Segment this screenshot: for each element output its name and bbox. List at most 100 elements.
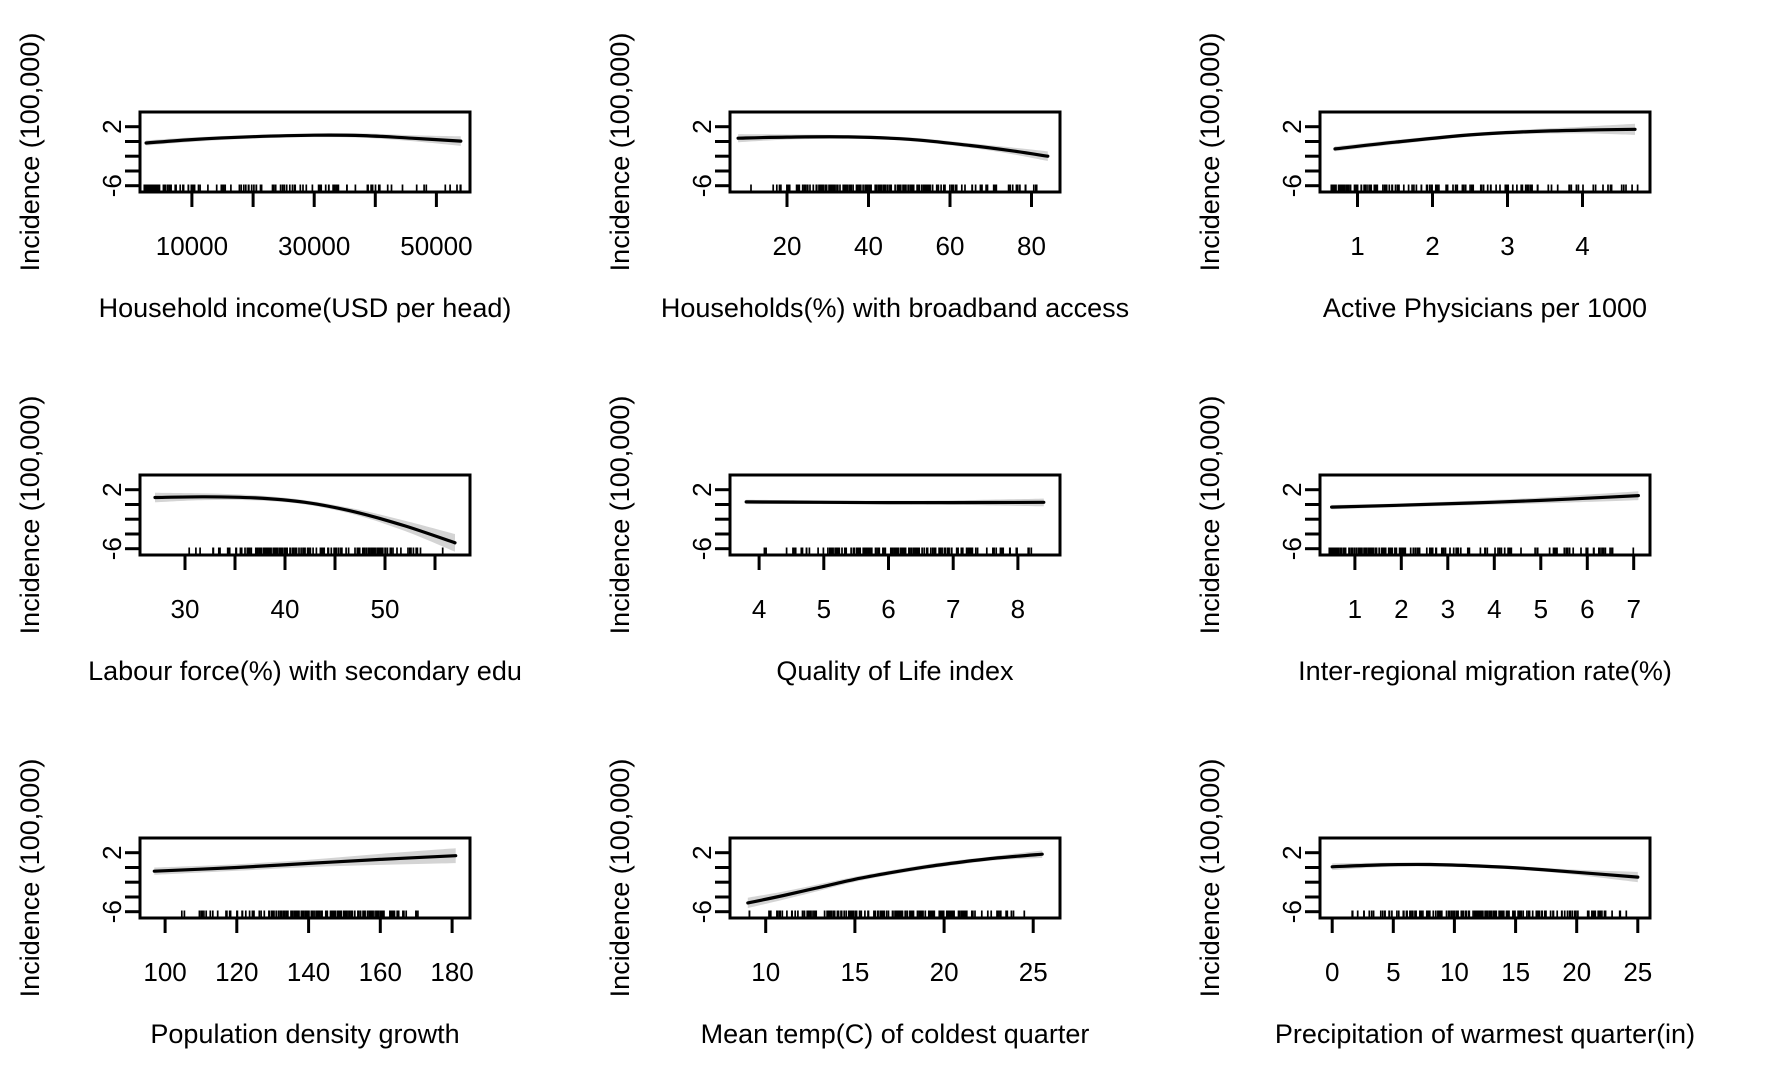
smooth-curve: [746, 852, 1044, 905]
rug-marks: [1351, 910, 1628, 917]
x-axis-title: Households(%) with broadband access: [661, 293, 1129, 323]
x-tick-label: 20: [1562, 957, 1591, 987]
panel-svg: Incidence (100,000) 2 -6 20 40 60 80 Households…: [605, 33, 1129, 323]
x-tick-label: 7: [1626, 594, 1640, 624]
x-tick-label: 60: [936, 231, 965, 261]
x-tick-label: 3: [1500, 231, 1514, 261]
y-tick-label: -6: [687, 174, 717, 197]
x-tick-label: 5: [1534, 594, 1548, 624]
plot-box: [1318, 473, 1652, 557]
plot-box: [138, 473, 472, 557]
x-axis-title: Precipitation of warmest quarter(in): [1275, 1019, 1695, 1049]
y-tick-label: 2: [97, 845, 127, 859]
x-tick-label: 80: [1017, 231, 1046, 261]
panel-svg: Incidence (100,000) 2 -6 0 5 10 15 20 25 Precipit…: [1195, 759, 1695, 1049]
x-tick-label: 4: [1575, 231, 1589, 261]
y-axis-label: Incidence (100,000): [15, 33, 45, 272]
panel-mean-temp-coldest: Incidence (100,000) 2 -6 10 15 20 25 Mean temp(…: [590, 726, 1180, 1089]
x-tick-label: 10: [751, 957, 780, 987]
y-tick-label: -6: [1277, 900, 1307, 923]
rug-marks: [188, 547, 444, 554]
x-tick-label: 10000: [156, 231, 228, 261]
y-tick-label: -6: [97, 174, 127, 197]
x-tick-label: 7: [946, 594, 960, 624]
panel-population-density-growth: Incidence (100,000) 2 -6 100 120 140 160 180 Pop…: [0, 726, 590, 1089]
x-tick-label: 4: [752, 594, 766, 624]
y-tick-label: 2: [97, 119, 127, 133]
smooth-curve: [736, 135, 1050, 158]
x-axis-title: Labour force(%) with secondary edu: [88, 656, 522, 686]
x-tick-label: 6: [881, 594, 895, 624]
smooth-curve: [1330, 494, 1640, 509]
x-tick-label: 30: [171, 594, 200, 624]
rug-marks: [748, 910, 1026, 917]
panel-svg: Incidence (100,000) 2 -6 4 5 6 7 8 Quality of Li…: [605, 396, 1062, 686]
x-tick-label: 25: [1019, 957, 1048, 987]
plot-box: [728, 836, 1062, 920]
x-tick-label: 4: [1487, 594, 1501, 624]
smooth-curve: [1333, 127, 1637, 151]
x-tick-label: 140: [287, 957, 330, 987]
smooth-curve: [744, 500, 1046, 505]
x-tick-label: 1: [1348, 594, 1362, 624]
panel-svg: Incidence (100,000) 2 -6 30 40 50 Labour force…: [15, 396, 522, 686]
y-axis-label: Incidence (100,000): [1195, 396, 1225, 635]
confidence-band: [154, 848, 456, 875]
x-axis-title: Mean temp(C) of coldest quarter: [701, 1019, 1090, 1049]
x-tick-label: 20: [773, 231, 802, 261]
panel-svg: Incidence (100,000) 2 -6 100 120 140 160 180 Pop…: [15, 759, 474, 1049]
rug-marks: [143, 184, 462, 191]
y-axis-label: Incidence (100,000): [1195, 759, 1225, 998]
x-axis-title: Active Physicians per 1000: [1323, 293, 1647, 323]
y-axis-label: Incidence (100,000): [15, 759, 45, 998]
x-tick-label: 2: [1425, 231, 1439, 261]
panel-quality-of-life: Incidence (100,000) 2 -6 4 5 6 7 8 Quality of Li…: [590, 363, 1180, 726]
x-tick-label: 6: [1580, 594, 1594, 624]
x-axis-title: Population density growth: [150, 1019, 459, 1049]
panel-labour-force: Incidence (100,000) 2 -6 30 40 50 Labour force…: [0, 363, 590, 726]
x-tick-label: 1: [1350, 231, 1364, 261]
x-tick-label: 20: [930, 957, 959, 987]
y-tick-label: -6: [97, 537, 127, 560]
x-tick-label: 5: [1386, 957, 1400, 987]
y-axis-label: Incidence (100,000): [605, 396, 635, 635]
x-tick-label: 50000: [400, 231, 472, 261]
panel-svg: Incidence (100,000) 2 -6 10000 30000 50000 Hou…: [15, 33, 512, 323]
panel-precipitation-warmest: Incidence (100,000) 2 -6 0 5 10 15 20 25 Precipit…: [1180, 726, 1770, 1089]
y-tick-label: 2: [1277, 119, 1307, 133]
y-axis-label: Incidence (100,000): [15, 396, 45, 635]
plot-box: [728, 110, 1062, 194]
x-tick-label: 3: [1441, 594, 1455, 624]
y-tick-label: -6: [1277, 174, 1307, 197]
rug-marks: [750, 184, 1038, 191]
x-axis-title: Household income(USD per head): [99, 293, 512, 323]
smooth-curve: [144, 133, 463, 145]
y-tick-label: -6: [687, 537, 717, 560]
y-tick-label: -6: [687, 900, 717, 923]
confidence-band: [1335, 123, 1635, 152]
smooth-curve: [1330, 862, 1640, 879]
y-axis-label: Incidence (100,000): [1195, 33, 1225, 272]
x-tick-label: 8: [1011, 594, 1025, 624]
panel-svg: Incidence (100,000) 2 -6 10 15 20 25 Mean temp(…: [605, 759, 1090, 1049]
panel-household-income: Incidence (100,000) 2 -6 10000 30000 50000 Hou…: [0, 0, 590, 363]
x-tick-label: 15: [840, 957, 869, 987]
y-tick-label: 2: [687, 482, 717, 496]
x-tick-label: 50: [371, 594, 400, 624]
rug-marks: [763, 547, 1033, 554]
y-axis-label: Incidence (100,000): [605, 33, 635, 272]
x-axis-title: Inter-regional migration rate(%): [1298, 656, 1672, 686]
smooth-curve: [152, 854, 458, 873]
x-tick-label: 40: [271, 594, 300, 624]
x-tick-label: 25: [1623, 957, 1652, 987]
x-tick-label: 30000: [278, 231, 350, 261]
rug-marks: [1330, 184, 1639, 191]
x-tick-label: 15: [1501, 957, 1530, 987]
smooth-curve: [153, 495, 457, 545]
rug-marks: [180, 910, 419, 917]
y-tick-label: 2: [687, 119, 717, 133]
x-tick-label: 10: [1440, 957, 1469, 987]
x-tick-label: 100: [143, 957, 186, 987]
x-tick-label: 180: [430, 957, 473, 987]
